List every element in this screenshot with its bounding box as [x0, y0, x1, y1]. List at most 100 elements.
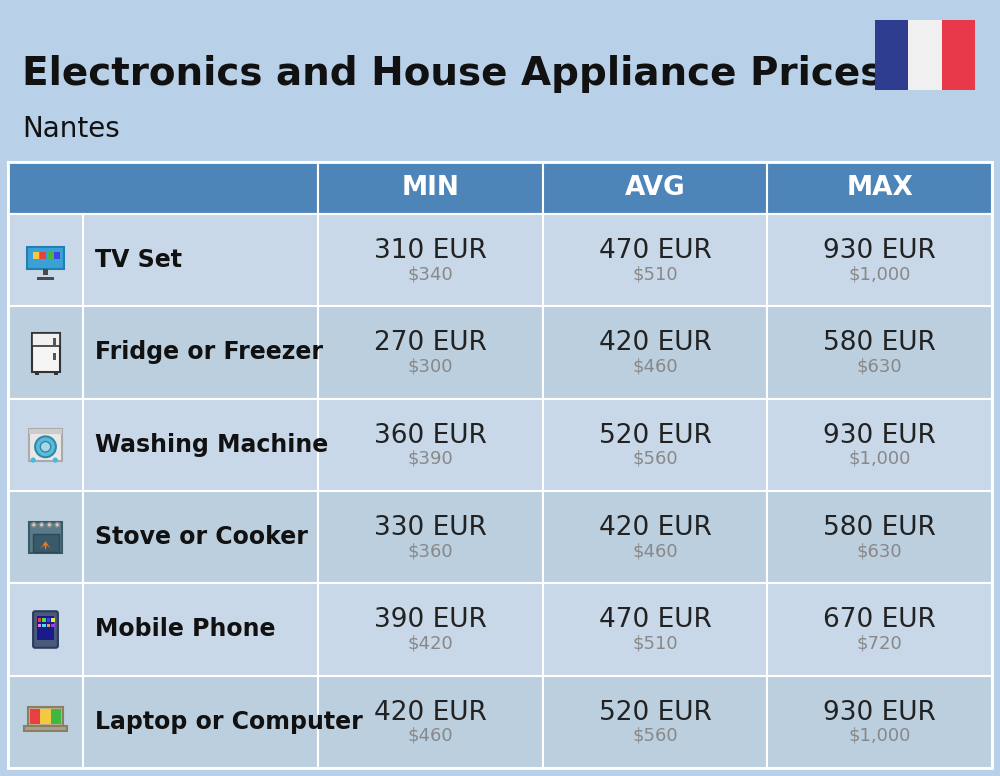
Bar	[8, 162, 318, 214]
Bar	[38, 624, 41, 627]
Text: 390 EUR: 390 EUR	[374, 608, 487, 633]
Text: $340: $340	[407, 265, 453, 283]
Bar	[40, 251, 46, 258]
Polygon shape	[40, 541, 51, 550]
Text: Nantes: Nantes	[22, 115, 120, 143]
Bar	[767, 214, 992, 307]
Bar	[318, 162, 543, 214]
Text: 360 EUR: 360 EUR	[374, 423, 487, 449]
Bar	[543, 214, 767, 307]
Text: $390: $390	[407, 450, 453, 468]
Text: Fridge or Freezer: Fridge or Freezer	[95, 341, 323, 365]
Circle shape	[53, 458, 58, 462]
Text: 310 EUR: 310 EUR	[374, 238, 487, 264]
Bar	[28, 707, 63, 726]
Text: Washing Machine: Washing Machine	[95, 433, 328, 457]
Bar	[42, 618, 46, 622]
Text: $720: $720	[857, 635, 903, 653]
Circle shape	[39, 522, 44, 527]
Text: $300: $300	[408, 358, 453, 376]
Bar	[83, 676, 318, 768]
Text: 520 EUR: 520 EUR	[599, 423, 711, 449]
Bar	[24, 726, 67, 731]
Bar	[29, 428, 62, 461]
Bar	[8, 491, 83, 584]
Circle shape	[40, 442, 51, 452]
Bar	[543, 491, 767, 584]
Bar	[908, 20, 942, 90]
Bar	[52, 338, 56, 345]
Text: $460: $460	[632, 542, 678, 560]
Text: 930 EUR: 930 EUR	[823, 423, 936, 449]
Text: TV Set: TV Set	[95, 248, 182, 272]
Bar	[32, 333, 60, 372]
Bar	[40, 708, 51, 725]
Text: $1,000: $1,000	[848, 265, 911, 283]
Text: $360: $360	[408, 542, 453, 560]
Bar	[543, 307, 767, 399]
Bar	[51, 708, 61, 725]
Circle shape	[35, 436, 56, 457]
Text: 420 EUR: 420 EUR	[599, 515, 711, 541]
Text: $460: $460	[632, 358, 678, 376]
Bar	[51, 624, 55, 627]
Bar	[29, 521, 62, 553]
Text: 580 EUR: 580 EUR	[823, 331, 936, 356]
Text: $1,000: $1,000	[848, 450, 911, 468]
Bar	[942, 20, 975, 90]
Bar	[543, 162, 767, 214]
Bar	[767, 162, 992, 214]
Bar	[318, 676, 543, 768]
Circle shape	[55, 522, 59, 527]
Bar	[54, 372, 58, 375]
Bar	[51, 618, 55, 622]
Bar	[767, 676, 992, 768]
Bar	[35, 372, 39, 375]
Bar	[8, 307, 83, 399]
Bar	[8, 399, 83, 491]
Text: MAX: MAX	[846, 175, 913, 201]
Text: 930 EUR: 930 EUR	[823, 700, 936, 726]
Text: Stove or Cooker: Stove or Cooker	[95, 525, 308, 549]
Text: Mobile Phone: Mobile Phone	[95, 618, 276, 642]
Text: $510: $510	[632, 265, 678, 283]
Bar	[54, 251, 60, 258]
Bar	[47, 251, 53, 258]
Bar	[8, 214, 83, 307]
Text: 270 EUR: 270 EUR	[374, 331, 487, 356]
Text: 470 EUR: 470 EUR	[599, 608, 711, 633]
Text: $630: $630	[857, 542, 902, 560]
Text: AVG: AVG	[625, 175, 685, 201]
Bar	[83, 584, 318, 676]
Bar	[83, 399, 318, 491]
Bar	[47, 624, 50, 627]
Bar	[83, 491, 318, 584]
Bar	[767, 307, 992, 399]
Bar	[318, 584, 543, 676]
Bar	[767, 491, 992, 584]
Bar	[543, 584, 767, 676]
Text: 420 EUR: 420 EUR	[599, 331, 711, 356]
Bar	[37, 616, 54, 640]
Text: $460: $460	[408, 727, 453, 745]
Text: $420: $420	[407, 635, 453, 653]
Bar	[875, 20, 908, 90]
Text: MIN: MIN	[401, 175, 459, 201]
Text: Laptop or Computer: Laptop or Computer	[95, 710, 363, 734]
Text: 930 EUR: 930 EUR	[823, 238, 936, 264]
Bar	[318, 399, 543, 491]
Text: 330 EUR: 330 EUR	[374, 515, 487, 541]
Bar	[318, 214, 543, 307]
Bar	[32, 333, 60, 345]
Bar	[767, 584, 992, 676]
Bar	[8, 584, 83, 676]
Text: $510: $510	[632, 635, 678, 653]
Text: 520 EUR: 520 EUR	[599, 700, 711, 726]
Bar	[33, 251, 39, 258]
Bar	[30, 708, 61, 725]
Bar	[27, 247, 64, 269]
Bar	[47, 618, 50, 622]
Bar	[543, 676, 767, 768]
Bar	[318, 307, 543, 399]
Text: 420 EUR: 420 EUR	[374, 700, 487, 726]
